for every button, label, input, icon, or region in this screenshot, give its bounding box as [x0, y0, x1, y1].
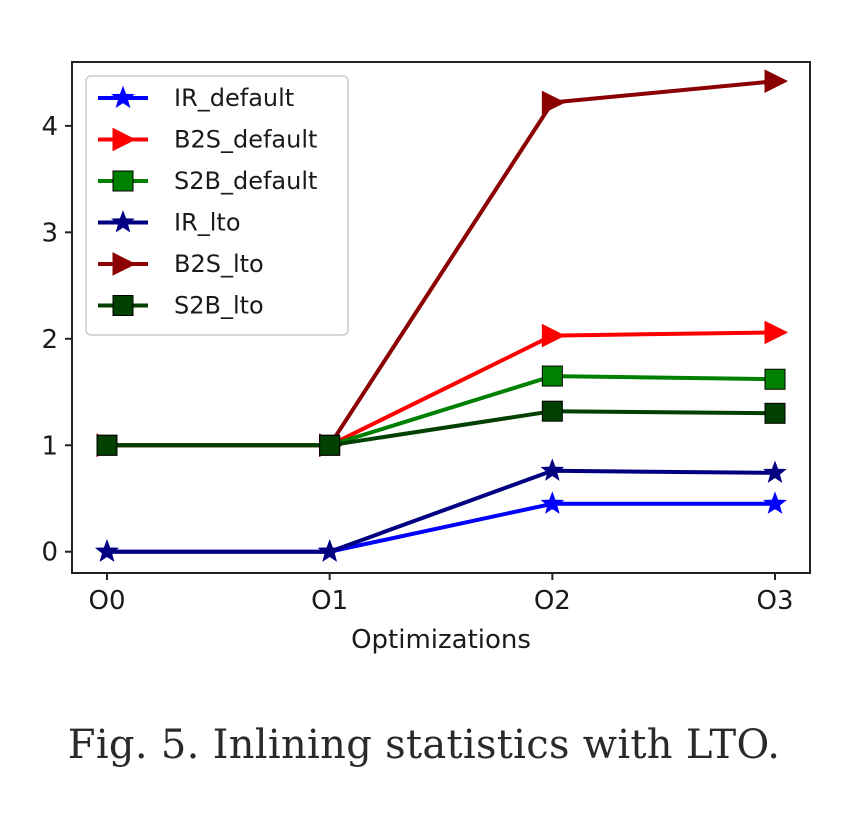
- legend-label: S2B_default: [174, 167, 317, 195]
- figure-caption: Fig. 5. Inlining statistics with LTO.: [67, 722, 781, 768]
- legend-marker: [112, 252, 137, 276]
- legend-box: [85, 75, 349, 336]
- legend-marker: [112, 127, 137, 152]
- data-point: [764, 69, 789, 93]
- data-point: [540, 491, 565, 514]
- x-tick-label: O0: [88, 586, 125, 616]
- legend-item: B2S_lto: [98, 250, 264, 278]
- data-point: [541, 323, 566, 348]
- legend: IR_default B2S_default S2B_default IR_lto B2…: [85, 75, 349, 336]
- x-tick-label: O3: [756, 586, 793, 616]
- x-tick-label: O1: [311, 586, 348, 616]
- legend-marker: [111, 210, 135, 233]
- data-point: [541, 400, 563, 422]
- data-point: [764, 402, 786, 424]
- data-point: [319, 434, 341, 456]
- series-B2S_default: [96, 320, 789, 458]
- line-chart: O0 O1 O2 O3 0 1 2 3 4 Optimizations IR_default B2…: [41, 61, 811, 655]
- data-point: [541, 365, 563, 387]
- legend-marker: [111, 85, 135, 109]
- series-line: [107, 409, 776, 448]
- data-point: [764, 368, 786, 390]
- y-tick-label: 2: [41, 325, 58, 355]
- series-line: [107, 468, 776, 554]
- legend-marker: [112, 170, 134, 192]
- legend-item: IR_lto: [98, 209, 241, 237]
- series-IR_lto: [95, 458, 787, 562]
- ticks-layer: O0 O1 O2 O3 0 1 2 3 4: [41, 112, 793, 616]
- y-tick-label: 0: [41, 538, 58, 568]
- legend-item: B2S_default: [98, 126, 317, 154]
- legend-item: S2B_lto: [98, 292, 264, 320]
- data-point: [763, 491, 787, 514]
- x-tick-label: O2: [534, 586, 571, 616]
- y-tick-label: 3: [41, 218, 58, 248]
- legend-label: S2B_lto: [174, 292, 264, 320]
- data-point: [541, 90, 566, 115]
- legend-item: IR_default: [98, 84, 294, 112]
- data-point: [763, 460, 787, 483]
- data-point: [540, 458, 565, 481]
- plot-frame: [71, 61, 811, 574]
- x-axis-title: Optimizations: [351, 625, 531, 655]
- y-tick-label: 1: [41, 431, 58, 461]
- data-point: [96, 434, 118, 456]
- legend-label: B2S_lto: [174, 250, 264, 278]
- legend-item: S2B_default: [98, 167, 317, 195]
- legend-label: IR_lto: [174, 209, 241, 237]
- data-point: [95, 539, 119, 562]
- legend-label: IR_default: [174, 84, 294, 112]
- y-tick-label: 4: [41, 112, 58, 142]
- series-S2B_lto: [96, 400, 786, 456]
- legend-label: B2S_default: [174, 126, 317, 154]
- legend-marker: [112, 295, 134, 316]
- data-point: [317, 539, 342, 562]
- series-layer: [95, 69, 789, 562]
- data-point: [764, 320, 789, 345]
